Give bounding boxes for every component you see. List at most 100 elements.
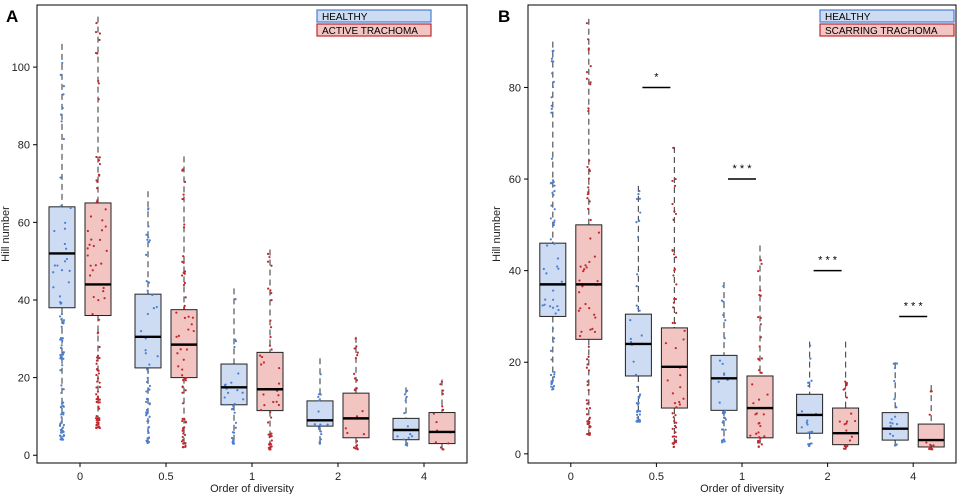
data-point <box>146 289 149 292</box>
data-point <box>237 372 240 375</box>
x-tick-label: 4 <box>910 471 916 483</box>
data-point <box>584 302 587 306</box>
data-point <box>146 238 149 241</box>
data-point <box>224 403 227 406</box>
data-point <box>59 338 62 341</box>
data-point <box>586 413 589 416</box>
data-point <box>317 393 321 396</box>
data-point <box>89 215 93 218</box>
data-point <box>589 81 592 84</box>
box-healthy-4 <box>881 362 909 447</box>
data-point <box>635 304 638 307</box>
data-point <box>552 298 555 301</box>
data-point <box>721 412 725 415</box>
data-point <box>759 289 762 292</box>
data-point <box>61 426 65 429</box>
data-point <box>230 381 233 384</box>
data-point <box>270 416 273 419</box>
box-disease-4 <box>917 385 945 451</box>
data-point <box>895 362 899 365</box>
data-point <box>587 401 590 404</box>
data-point <box>638 197 641 200</box>
chart-panel-a: A 0 20 40 60 80 100 Hill number 0 0.5 1 2 4 Order of … <box>0 4 468 494</box>
data-point <box>62 357 65 360</box>
data-point <box>845 396 848 399</box>
data-point <box>187 328 190 331</box>
data-point <box>758 345 761 348</box>
data-point <box>845 420 849 423</box>
data-point <box>61 106 64 110</box>
data-point <box>242 398 245 401</box>
data-point <box>102 286 105 290</box>
data-point <box>355 415 359 418</box>
data-point <box>442 408 445 411</box>
data-point <box>266 421 270 424</box>
data-point <box>277 394 280 397</box>
data-point <box>146 376 149 379</box>
data-point <box>147 441 151 444</box>
data-point <box>60 344 63 347</box>
data-point <box>241 391 244 394</box>
data-point <box>277 403 281 407</box>
data-point <box>718 401 721 404</box>
data-point <box>805 421 808 424</box>
data-point <box>91 269 94 272</box>
data-point <box>551 85 555 89</box>
data-point <box>187 315 190 318</box>
data-point <box>147 236 150 239</box>
data-point <box>442 448 445 451</box>
data-point <box>98 417 101 420</box>
data-point <box>145 380 149 384</box>
data-point <box>182 283 186 287</box>
y-tick-label: 20 <box>509 357 521 369</box>
data-point <box>588 200 591 203</box>
data-point <box>406 442 409 445</box>
data-point <box>553 242 556 245</box>
data-point <box>319 430 323 433</box>
data-point <box>556 257 560 260</box>
box-healthy-0 <box>539 41 567 391</box>
data-point <box>587 38 590 41</box>
y-tick-label: 0 <box>515 449 521 461</box>
data-point <box>580 330 583 333</box>
data-point <box>61 339 64 342</box>
data-point <box>749 434 752 437</box>
y-axis-label: Hill number <box>0 206 12 262</box>
y-tick-label: 80 <box>18 140 30 152</box>
data-point <box>147 426 150 429</box>
data-point <box>672 301 675 304</box>
data-point <box>550 107 553 111</box>
data-point <box>760 443 763 446</box>
data-point <box>806 419 809 422</box>
data-point <box>588 407 592 410</box>
data-point <box>98 162 102 166</box>
data-point <box>585 70 589 74</box>
data-point <box>318 399 321 402</box>
data-point <box>759 316 762 320</box>
data-point <box>62 405 65 408</box>
data-point <box>94 30 98 34</box>
data-point <box>97 421 100 424</box>
data-point <box>89 264 92 267</box>
data-point <box>435 420 438 424</box>
data-point <box>637 192 640 196</box>
data-point <box>587 109 590 113</box>
data-point <box>95 200 98 204</box>
data-point <box>550 385 553 388</box>
data-point <box>60 312 64 316</box>
data-point <box>635 221 638 224</box>
data-point <box>95 415 98 418</box>
data-point <box>751 383 754 386</box>
data-point <box>148 363 151 366</box>
data-point <box>60 416 63 419</box>
data-point <box>59 205 62 208</box>
data-point <box>638 418 641 421</box>
data-point <box>148 403 151 406</box>
data-point <box>145 280 148 283</box>
data-point <box>344 427 347 430</box>
data-point <box>597 231 601 234</box>
data-point <box>183 180 187 184</box>
legend-swatch <box>316 23 432 37</box>
data-point <box>552 340 555 343</box>
data-point <box>403 393 407 396</box>
